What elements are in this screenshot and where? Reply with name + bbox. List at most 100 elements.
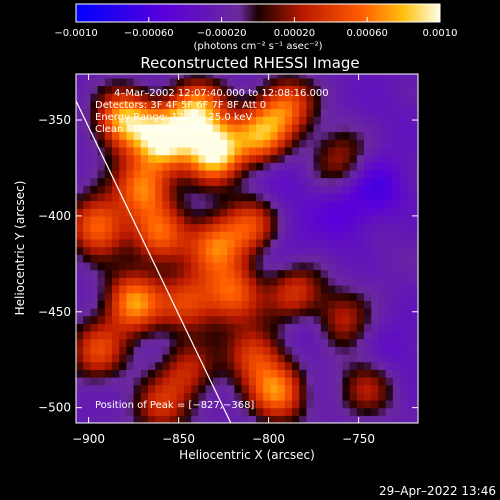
heatmap-cell <box>184 77 192 87</box>
heatmap-cell <box>198 284 207 294</box>
heatmap-cell <box>320 330 329 340</box>
heatmap-cell <box>400 353 408 363</box>
heatmap-cell <box>191 116 199 125</box>
heatmap-cell <box>335 415 343 423</box>
heatmap-cell <box>284 169 293 179</box>
heatmap-cell <box>270 131 279 140</box>
heatmap-cell <box>212 93 221 102</box>
heatmap-cell <box>83 323 91 332</box>
heatmap-cell <box>263 376 271 386</box>
heatmap-cell <box>248 177 257 186</box>
heatmap-cell <box>119 246 127 255</box>
heatmap-cell <box>140 284 149 294</box>
heatmap-cell <box>90 77 99 87</box>
heatmap-cell <box>313 231 322 240</box>
heatmap-cell <box>90 361 99 370</box>
heatmap-cell <box>320 231 329 240</box>
heatmap-cell <box>241 269 250 278</box>
heatmap-cell <box>133 415 142 423</box>
heatmap-cell <box>414 346 418 355</box>
heatmap-cell <box>320 261 329 271</box>
heatmap-cell <box>205 208 214 217</box>
heatmap-cell <box>306 77 315 87</box>
heatmap-cell <box>256 146 264 156</box>
heatmap-cell <box>320 223 329 232</box>
heatmap-cell <box>119 369 127 378</box>
heatmap-cell <box>198 392 207 401</box>
heatmap-cell <box>335 376 343 386</box>
heatmap-cell <box>378 108 387 117</box>
heatmap-cell <box>83 154 91 163</box>
heatmap-cell <box>277 254 286 263</box>
heatmap-cell <box>155 85 163 94</box>
heatmap-cell <box>414 392 418 401</box>
heatmap-cell <box>392 300 401 309</box>
heatmap-cell <box>76 177 84 186</box>
heatmap-cell <box>263 384 271 393</box>
heatmap-cell <box>126 131 135 140</box>
annotation-detectors: Detectors: 3F 4F 5F 6F 7F 8F Att 0 <box>95 100 266 111</box>
heatmap-cell <box>97 108 106 117</box>
heatmap-cell <box>119 74 127 79</box>
heatmap-cell <box>371 369 379 378</box>
heatmap-cell <box>335 392 343 401</box>
heatmap-cell <box>140 200 149 209</box>
heatmap-cell <box>407 407 415 416</box>
heatmap-cell <box>140 415 149 423</box>
heatmap-cell <box>320 300 329 309</box>
heatmap-cell <box>320 169 329 179</box>
heatmap-cell <box>378 246 387 255</box>
heatmap-cell <box>306 254 315 263</box>
heatmap-cell <box>176 338 185 347</box>
heatmap-cell <box>184 407 192 416</box>
heatmap-cell <box>392 200 401 209</box>
heatmap-cell <box>155 192 163 202</box>
heatmap-cell <box>248 116 257 125</box>
heatmap-cell <box>97 277 106 286</box>
heatmap-cell <box>292 369 300 378</box>
heatmap-cell <box>328 415 336 423</box>
y-tick-label: −400 <box>38 209 71 223</box>
heatmap-cell <box>292 208 300 217</box>
heatmap-cell <box>328 407 336 416</box>
heatmap-cell <box>212 246 221 255</box>
heatmap-cell <box>119 338 127 347</box>
heatmap-cell <box>112 307 120 317</box>
heatmap-cell <box>277 185 286 194</box>
heatmap-cell <box>313 192 322 202</box>
heatmap-cell <box>97 208 106 217</box>
heatmap-cell <box>306 169 315 179</box>
heatmap-cell <box>356 261 365 271</box>
heatmap-cell <box>306 284 315 294</box>
heatmap-cell <box>328 215 336 225</box>
heatmap-cell <box>90 238 99 248</box>
heatmap-cell <box>313 284 322 294</box>
heatmap-cell <box>263 277 271 286</box>
heatmap-cell <box>407 231 415 240</box>
heatmap-cell <box>320 177 329 186</box>
heatmap-cell <box>284 353 293 363</box>
heatmap-cell <box>248 369 257 378</box>
heatmap-cell <box>256 185 264 194</box>
heatmap-cell <box>248 169 257 179</box>
heatmap-cell <box>270 192 279 202</box>
heatmap-cell <box>356 369 365 378</box>
heatmap-cell <box>212 261 221 271</box>
heatmap-cell <box>342 246 351 255</box>
heatmap-cell <box>184 93 192 102</box>
heatmap-cell <box>385 192 394 202</box>
heatmap-cell <box>277 246 286 255</box>
heatmap-cell <box>342 361 351 370</box>
heatmap-cell <box>414 85 418 94</box>
heatmap-cell <box>76 338 84 347</box>
heatmap-cell <box>306 369 315 378</box>
heatmap-cell <box>119 123 127 133</box>
heatmap-cell <box>385 123 394 133</box>
heatmap-cell <box>162 85 171 94</box>
heatmap-cell <box>133 277 142 286</box>
heatmap-cell <box>97 215 106 225</box>
heatmap-cell <box>119 384 127 393</box>
heatmap-cell <box>385 261 394 271</box>
heatmap-cell <box>212 269 221 278</box>
heatmap-cell <box>212 74 221 79</box>
